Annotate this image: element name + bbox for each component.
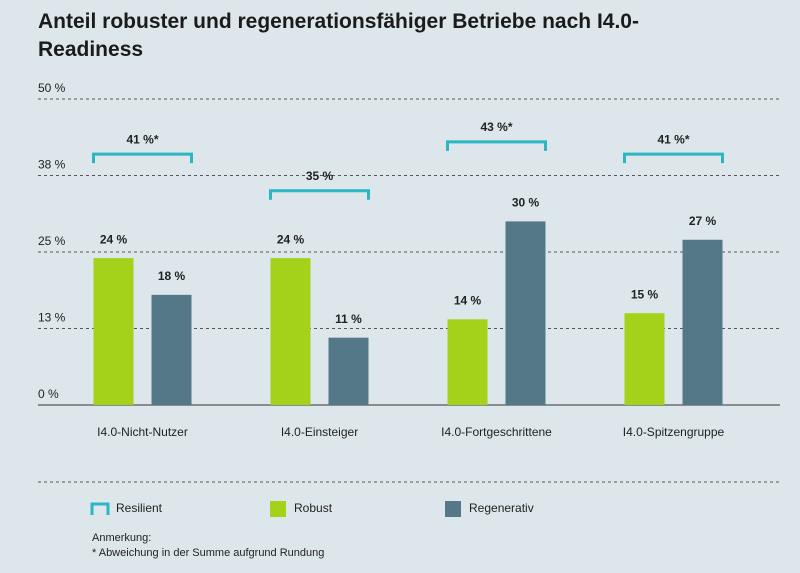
bar [270,258,311,405]
value-label: 18 % [158,269,186,283]
bar [682,239,723,405]
bar [447,319,488,405]
x-tick-label: I4.0-Spitzengruppe [623,425,725,439]
x-tick-label: I4.0-Einsteiger [281,425,358,439]
value-label: 24 % [277,232,305,246]
value-label: 24 % [100,232,128,246]
value-label: 11 % [335,312,362,326]
y-tick-label: 13 % [38,311,66,325]
bar [151,294,192,405]
chart-title: Anteil robuster und regenerationsfähiger… [38,10,639,61]
value-label: 41 %* [657,132,689,146]
bracket [269,189,370,200]
bar [93,258,134,405]
y-tick-label: 50 % [38,81,66,95]
value-label: 43 %* [480,120,512,134]
x-tick-label: I4.0-Nicht-Nutzer [97,425,188,439]
legend-label: Regenerativ [469,501,534,515]
y-tick-label: 38 % [38,158,66,172]
y-tick-label: 25 % [38,234,66,248]
note-text: * Abweichung in der Summe aufgrund Rundu… [92,547,325,559]
value-label: 35 % [306,169,334,183]
value-label: 27 % [689,214,717,228]
legend-label: Resilient [116,501,163,515]
bracket [446,140,547,151]
legend-swatch [270,501,286,517]
note: Anmerkung: * Abweichung in der Summe auf… [92,531,324,561]
bar [328,337,369,405]
value-label: 41 %* [126,132,158,146]
bracket [92,152,193,164]
y-tick-label: 0 % [38,387,59,401]
bar [624,313,665,405]
bracket [623,152,724,164]
value-label: 30 % [512,196,540,210]
legend-swatch [445,501,461,517]
value-label: 14 % [454,293,482,307]
legend-swatch [90,502,110,515]
x-tick-label: I4.0-Fortgeschrittene [441,425,552,439]
bar [505,221,546,405]
legend-label: Robust [294,501,333,515]
note-heading: Anmerkung: [92,532,152,544]
value-label: 15 % [631,287,659,301]
